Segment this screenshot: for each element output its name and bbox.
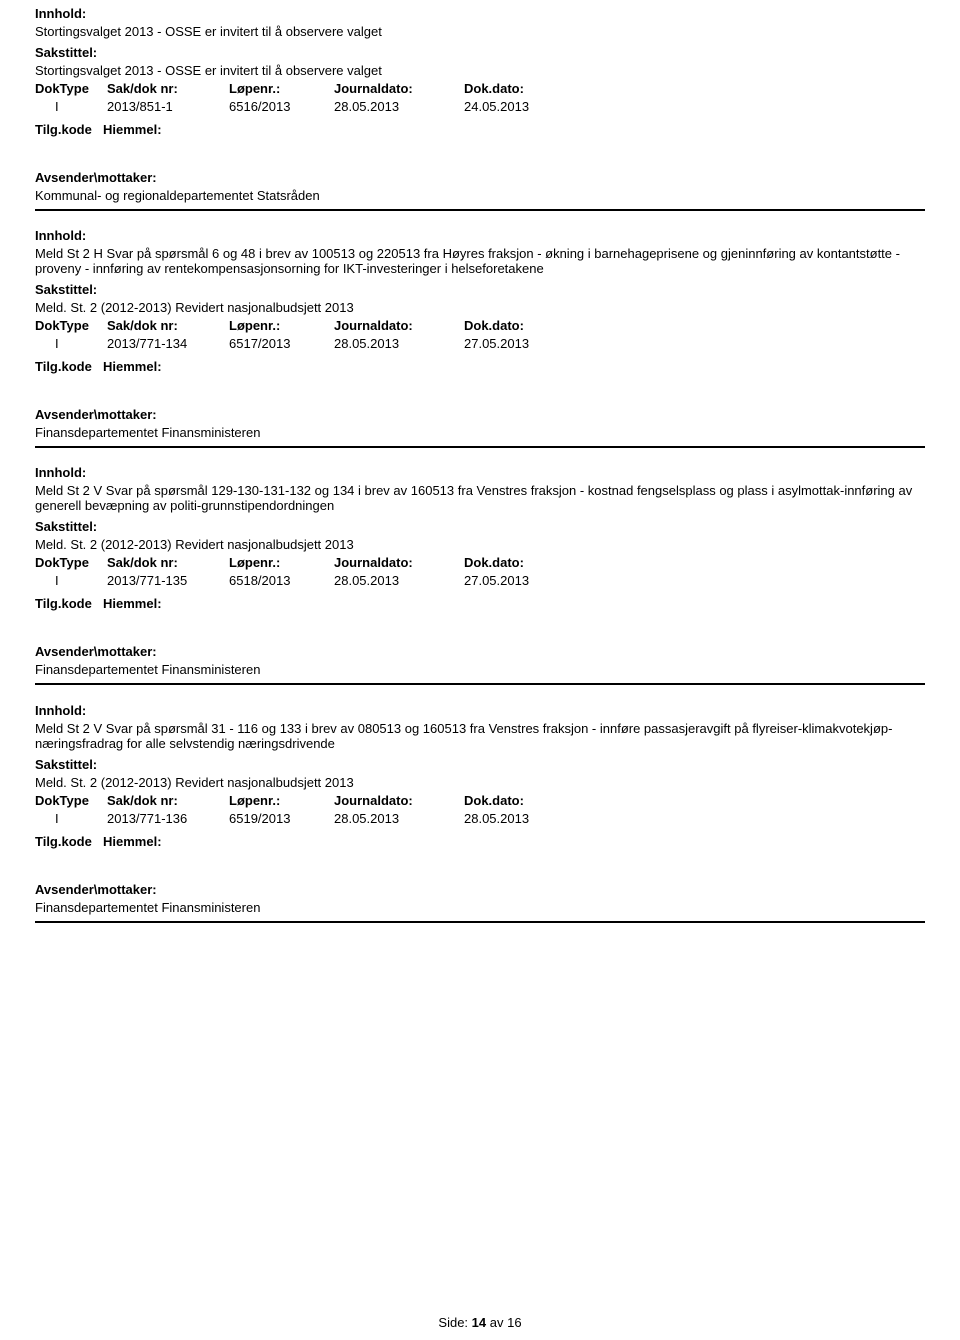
lopenr-value: 6519/2013	[229, 811, 334, 826]
dokdato-value: 24.05.2013	[464, 99, 624, 114]
hjemmel-label: Hiemmel:	[103, 122, 162, 137]
hjemmel-label: Hiemmel:	[103, 834, 162, 849]
tilg-row: Tilg.kode Hiemmel:	[35, 834, 925, 849]
doktype-value: I	[35, 573, 107, 588]
dokdato-header: Dok.dato:	[464, 318, 624, 333]
hjemmel-label: Hiemmel:	[103, 359, 162, 374]
journaldato-header: Journaldato:	[334, 318, 464, 333]
sakdok-value: 2013/851-1	[107, 99, 229, 114]
lopenr-value: 6516/2013	[229, 99, 334, 114]
journaldato-value: 28.05.2013	[334, 811, 464, 826]
avsender-label: Avsender\mottaker:	[35, 644, 925, 659]
lopenr-header: Løpenr.:	[229, 555, 334, 570]
tilg-label: Tilg.kode	[35, 122, 103, 137]
dokdato-value: 28.05.2013	[464, 811, 624, 826]
innhold-text: Stortingsvalget 2013 - OSSE er invitert …	[35, 24, 925, 39]
value-row: I 2013/771-136 6519/2013 28.05.2013 28.0…	[35, 811, 925, 826]
sakdok-header: Sak/dok nr:	[107, 318, 229, 333]
footer-page-total: 16	[507, 1315, 521, 1330]
sakstittel-label: Sakstittel:	[35, 45, 925, 60]
innhold-text: Meld St 2 V Svar på spørsmål 129-130-131…	[35, 483, 925, 513]
avsender-label: Avsender\mottaker:	[35, 407, 925, 422]
avsender-text: Finansdepartementet Finansministeren	[35, 900, 925, 915]
sakstittel-label: Sakstittel:	[35, 757, 925, 772]
journaldato-value: 28.05.2013	[334, 573, 464, 588]
sakdok-value: 2013/771-136	[107, 811, 229, 826]
lopenr-value: 6518/2013	[229, 573, 334, 588]
journaldato-header: Journaldato:	[334, 555, 464, 570]
column-headers: DokType Sak/dok nr: Løpenr.: Journaldato…	[35, 793, 925, 808]
avsender-text: Finansdepartementet Finansministeren	[35, 662, 925, 677]
column-headers: DokType Sak/dok nr: Løpenr.: Journaldato…	[35, 81, 925, 96]
column-headers: DokType Sak/dok nr: Løpenr.: Journaldato…	[35, 318, 925, 333]
dokdato-header: Dok.dato:	[464, 81, 624, 96]
innhold-label: Innhold:	[35, 703, 925, 718]
sakstittel-text: Meld. St. 2 (2012-2013) Revidert nasjona…	[35, 537, 925, 552]
innhold-label: Innhold:	[35, 6, 925, 21]
doktype-header: DokType	[35, 555, 107, 570]
sakstittel-text: Meld. St. 2 (2012-2013) Revidert nasjona…	[35, 300, 925, 315]
footer-side-label: Side:	[438, 1315, 468, 1330]
journaldato-value: 28.05.2013	[334, 336, 464, 351]
doktype-header: DokType	[35, 81, 107, 96]
avsender-label: Avsender\mottaker:	[35, 882, 925, 897]
sakstittel-text: Stortingsvalget 2013 - OSSE er invitert …	[35, 63, 925, 78]
doktype-value: I	[35, 336, 107, 351]
journaldato-header: Journaldato:	[334, 793, 464, 808]
avsender-text: Kommunal- og regionaldepartementet Stats…	[35, 188, 925, 203]
doktype-value: I	[35, 99, 107, 114]
value-row: I 2013/771-134 6517/2013 28.05.2013 27.0…	[35, 336, 925, 351]
doktype-value: I	[35, 811, 107, 826]
lopenr-header: Løpenr.:	[229, 318, 334, 333]
dokdato-value: 27.05.2013	[464, 573, 624, 588]
page-footer: Side: 14 av 16	[0, 1315, 960, 1330]
footer-sep: av	[490, 1315, 504, 1330]
hjemmel-label: Hiemmel:	[103, 596, 162, 611]
tilg-label: Tilg.kode	[35, 834, 103, 849]
value-row: I 2013/771-135 6518/2013 28.05.2013 27.0…	[35, 573, 925, 588]
sakstittel-label: Sakstittel:	[35, 282, 925, 297]
journaldato-value: 28.05.2013	[334, 99, 464, 114]
record-4: Innhold: Meld St 2 V Svar på spørsmål 31…	[35, 703, 925, 922]
footer-page-current: 14	[472, 1315, 486, 1330]
innhold-text: Meld St 2 V Svar på spørsmål 31 - 116 og…	[35, 721, 925, 751]
tilg-row: Tilg.kode Hiemmel:	[35, 122, 925, 137]
sakdok-header: Sak/dok nr:	[107, 81, 229, 96]
record-2: Innhold: Meld St 2 H Svar på spørsmål 6 …	[35, 228, 925, 447]
avsender-label: Avsender\mottaker:	[35, 170, 925, 185]
sakdok-value: 2013/771-135	[107, 573, 229, 588]
sakdok-value: 2013/771-134	[107, 336, 229, 351]
sakstittel-label: Sakstittel:	[35, 519, 925, 534]
sakdok-header: Sak/dok nr:	[107, 793, 229, 808]
dokdato-header: Dok.dato:	[464, 793, 624, 808]
innhold-text: Meld St 2 H Svar på spørsmål 6 og 48 i b…	[35, 246, 925, 276]
record-separator-thin	[35, 209, 925, 210]
record-separator-thin	[35, 921, 925, 922]
tilg-row: Tilg.kode Hiemmel:	[35, 596, 925, 611]
tilg-row: Tilg.kode Hiemmel:	[35, 359, 925, 374]
doktype-header: DokType	[35, 793, 107, 808]
sakdok-header: Sak/dok nr:	[107, 555, 229, 570]
lopenr-header: Løpenr.:	[229, 793, 334, 808]
sakstittel-text: Meld. St. 2 (2012-2013) Revidert nasjona…	[35, 775, 925, 790]
record-1: Innhold: Stortingsvalget 2013 - OSSE er …	[35, 6, 925, 210]
doktype-header: DokType	[35, 318, 107, 333]
journaldato-header: Journaldato:	[334, 81, 464, 96]
tilg-label: Tilg.kode	[35, 359, 103, 374]
record-separator	[35, 683, 925, 685]
dokdato-value: 27.05.2013	[464, 336, 624, 351]
tilg-label: Tilg.kode	[35, 596, 103, 611]
dokdato-header: Dok.dato:	[464, 555, 624, 570]
innhold-label: Innhold:	[35, 228, 925, 243]
value-row: I 2013/851-1 6516/2013 28.05.2013 24.05.…	[35, 99, 925, 114]
lopenr-header: Løpenr.:	[229, 81, 334, 96]
avsender-text: Finansdepartementet Finansministeren	[35, 425, 925, 440]
record-3: Innhold: Meld St 2 V Svar på spørsmål 12…	[35, 465, 925, 685]
column-headers: DokType Sak/dok nr: Løpenr.: Journaldato…	[35, 555, 925, 570]
innhold-label: Innhold:	[35, 465, 925, 480]
lopenr-value: 6517/2013	[229, 336, 334, 351]
record-separator-thin	[35, 446, 925, 447]
